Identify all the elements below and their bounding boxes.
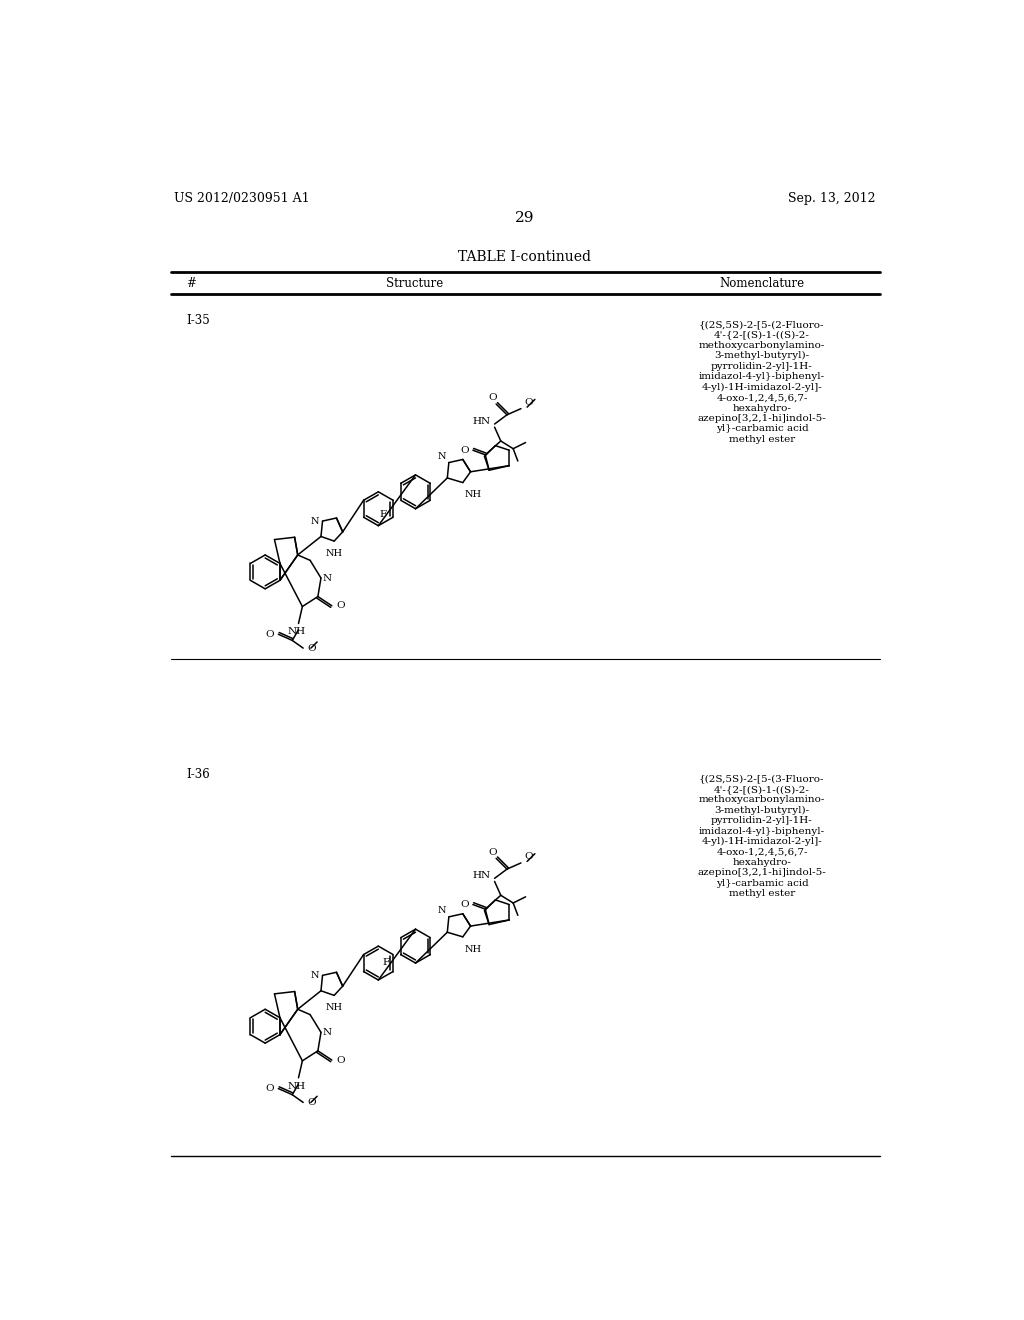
Text: NH: NH: [326, 1003, 343, 1012]
Text: NH: NH: [326, 549, 343, 558]
Text: {(2S,5S)-2-[5-(2-Fluoro-
4'-{2-[(S)-1-((S)-2-
methoxycarbonylamino-
3-methyl-but: {(2S,5S)-2-[5-(2-Fluoro- 4'-{2-[(S)-1-((…: [697, 321, 826, 444]
Text: HN: HN: [472, 871, 490, 880]
Text: I-35: I-35: [186, 314, 210, 326]
Text: O: O: [308, 644, 316, 652]
Text: F: F: [383, 958, 390, 966]
Text: N: N: [310, 972, 318, 979]
Text: N: N: [323, 1028, 332, 1036]
Text: 29: 29: [515, 211, 535, 226]
Text: US 2012/0230951 A1: US 2012/0230951 A1: [174, 191, 310, 205]
Text: NH: NH: [464, 490, 481, 499]
Text: O: O: [524, 399, 534, 407]
Text: F: F: [380, 510, 387, 519]
Text: N: N: [438, 451, 446, 461]
Text: O: O: [488, 847, 498, 857]
Text: O: O: [488, 393, 498, 403]
Text: NH: NH: [287, 627, 305, 636]
Text: TABLE I-continued: TABLE I-continued: [459, 249, 591, 264]
Text: O: O: [461, 900, 469, 909]
Text: I-36: I-36: [186, 768, 210, 781]
Text: O: O: [337, 602, 345, 610]
Text: NH: NH: [287, 1081, 305, 1090]
Text: Structure: Structure: [386, 277, 443, 289]
Text: O: O: [337, 1056, 345, 1064]
Text: {(2S,5S)-2-[5-(3-Fluoro-
4'-{2-[(S)-1-((S)-2-
methoxycarbonylamino-
3-methyl-but: {(2S,5S)-2-[5-(3-Fluoro- 4'-{2-[(S)-1-((…: [697, 775, 826, 898]
Text: O: O: [524, 853, 534, 862]
Text: O: O: [308, 1098, 316, 1107]
Text: NH: NH: [464, 945, 481, 953]
Text: Sep. 13, 2012: Sep. 13, 2012: [787, 191, 876, 205]
Text: N: N: [323, 574, 332, 582]
Text: #: #: [186, 277, 196, 289]
Text: Nomenclature: Nomenclature: [720, 277, 805, 289]
Text: N: N: [438, 907, 446, 915]
Text: HN: HN: [472, 417, 490, 425]
Text: O: O: [266, 1084, 274, 1093]
Text: O: O: [461, 446, 469, 454]
Text: O: O: [266, 630, 274, 639]
Text: N: N: [310, 516, 318, 525]
